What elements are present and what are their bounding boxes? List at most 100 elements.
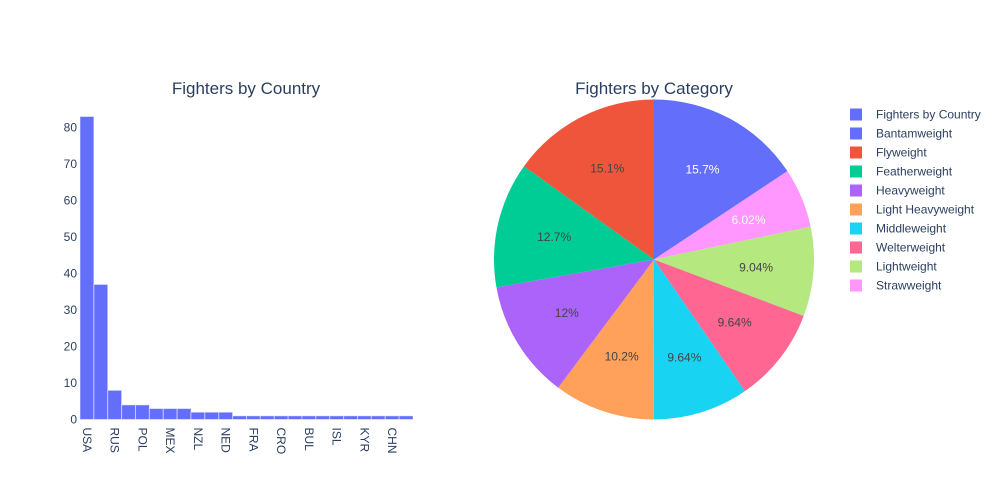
bar-x-tick-label: RUS	[108, 428, 122, 453]
bar-x-tick-label: FRA	[246, 428, 260, 452]
bar	[273, 415, 289, 420]
legend-label: Light Heavyweight	[876, 203, 975, 217]
pie-slices	[494, 99, 814, 420]
bar-x-tick-label: NZL	[191, 428, 205, 451]
bar-x-tick-label: USA	[80, 428, 94, 453]
bar	[343, 415, 358, 420]
legend-swatch	[850, 108, 862, 121]
pie-slice-label: 15.7%	[685, 162, 719, 176]
legend-swatch	[850, 127, 862, 140]
bar	[370, 415, 386, 420]
pie-slice-middleweight	[653, 259, 745, 420]
bar	[259, 415, 275, 420]
bar-x-tick-label: NED	[219, 428, 233, 454]
bar-x-axis: USA RUS POL MEX NZL NED FRA CRO BUL ISL KYR CHN	[80, 428, 399, 455]
bar-x-tick-label: KYR	[357, 428, 371, 453]
legend-label: Lightweight	[876, 260, 937, 274]
legend-swatch	[850, 241, 862, 254]
legend-label: Strawweight	[876, 279, 942, 293]
bar	[246, 415, 261, 420]
pie-slice-strawweight	[654, 171, 811, 260]
bar	[204, 411, 220, 420]
legend-item[interactable]: Strawweight	[850, 279, 942, 293]
bar	[121, 404, 136, 420]
legend-item[interactable]: Light Heavyweight	[850, 203, 975, 217]
legend-item[interactable]: Flyweight	[850, 146, 927, 160]
pie-slice-heavyweight	[496, 259, 654, 388]
bar-y-tick-label: 60	[64, 193, 78, 207]
legend-item[interactable]: Heavyweight	[850, 184, 945, 198]
bar	[232, 415, 247, 420]
bar-x-tick-label: CRO	[274, 428, 288, 455]
bar-chart-title: Fighters by Country	[172, 79, 321, 98]
bar-y-tick-label: 70	[64, 157, 78, 171]
pie-slice-welterweight	[654, 259, 804, 392]
legend-label: Heavyweight	[876, 184, 945, 198]
legend-item[interactable]: Lightweight	[850, 260, 937, 274]
legend-item[interactable]: Bantamweight	[850, 127, 953, 141]
legend-swatch	[850, 184, 862, 197]
bar-y-axis: 0 10 20 30 40 50 60 70 80	[64, 120, 78, 426]
pie-slice-label: 9.64%	[718, 316, 752, 330]
bar-x-tick-label: ISL	[330, 428, 344, 446]
pie-slice-label: 9.64%	[667, 350, 701, 364]
legend-item[interactable]: Featherweight	[850, 165, 953, 179]
legend-item[interactable]: Welterweight	[850, 241, 946, 255]
bar	[176, 408, 192, 420]
bar	[135, 404, 150, 420]
bar	[79, 116, 95, 420]
bar-y-tick-label: 0	[70, 413, 77, 427]
bar	[162, 408, 178, 420]
pie-chart-title: Fighters by Category	[575, 79, 733, 98]
legend-swatch	[850, 146, 862, 159]
legend-item[interactable]: Middleweight	[850, 222, 947, 236]
legend-label: Middleweight	[876, 222, 947, 236]
bar-y-tick-label: 20	[64, 339, 78, 353]
bar-y-tick-label: 50	[64, 230, 78, 244]
bar-y-tick-label: 10	[64, 376, 78, 390]
pie-slice-label: 6.02%	[731, 213, 765, 227]
bar	[287, 415, 303, 420]
pie-slice-lightweight	[654, 226, 814, 317]
bar	[357, 415, 372, 420]
bar-x-tick-label: BUL	[302, 428, 316, 452]
legend-swatch	[850, 203, 862, 216]
bar-y-tick-label: 30	[64, 303, 78, 317]
pie-slice-light-heavyweight	[558, 259, 654, 420]
bar	[93, 283, 109, 420]
bar-chart: Fighters by Country 0 10 20 30 40 50 60 70 80 US…	[64, 79, 414, 455]
legend-label: Flyweight	[876, 146, 927, 160]
pie-chart: Fighters by Category 15.7% 6.02% 9.04% 9.64…	[494, 79, 814, 420]
legend-item[interactable]: Fighters by Country	[850, 108, 981, 122]
pie-slice-flyweight	[524, 99, 654, 260]
legend-label: Fighters by Country	[876, 108, 981, 122]
bar	[384, 415, 400, 420]
bar	[218, 411, 234, 420]
bar	[398, 415, 414, 420]
pie-slice-featherweight	[494, 166, 654, 288]
pie-slice-label: 15.1%	[590, 161, 624, 175]
bar-series	[79, 116, 414, 420]
bar	[107, 389, 123, 420]
legend-label: Welterweight	[876, 241, 946, 255]
legend-swatch	[850, 222, 862, 235]
legend-swatch	[850, 260, 862, 273]
pie-slice-label: 12%	[555, 306, 579, 320]
legend-swatch	[850, 165, 862, 178]
legend-label: Bantamweight	[876, 127, 953, 141]
bar-y-tick-label: 40	[64, 266, 78, 280]
legend-swatch	[850, 279, 862, 292]
bar	[315, 415, 331, 420]
bar-x-tick-label: CHN	[385, 428, 399, 454]
bar-x-tick-label: POL	[135, 428, 149, 452]
pie-slice-label: 10.2%	[605, 350, 639, 364]
bar	[329, 415, 345, 420]
legend: Fighters by Country Bantamweight Flyweight…	[850, 108, 981, 293]
pie-slice-bantamweight	[654, 99, 788, 260]
bar	[301, 415, 317, 420]
bar-x-tick-label: MEX	[163, 428, 177, 454]
bar	[190, 411, 206, 420]
pie-slice-label: 12.7%	[537, 230, 571, 244]
legend-label: Featherweight	[876, 165, 953, 179]
